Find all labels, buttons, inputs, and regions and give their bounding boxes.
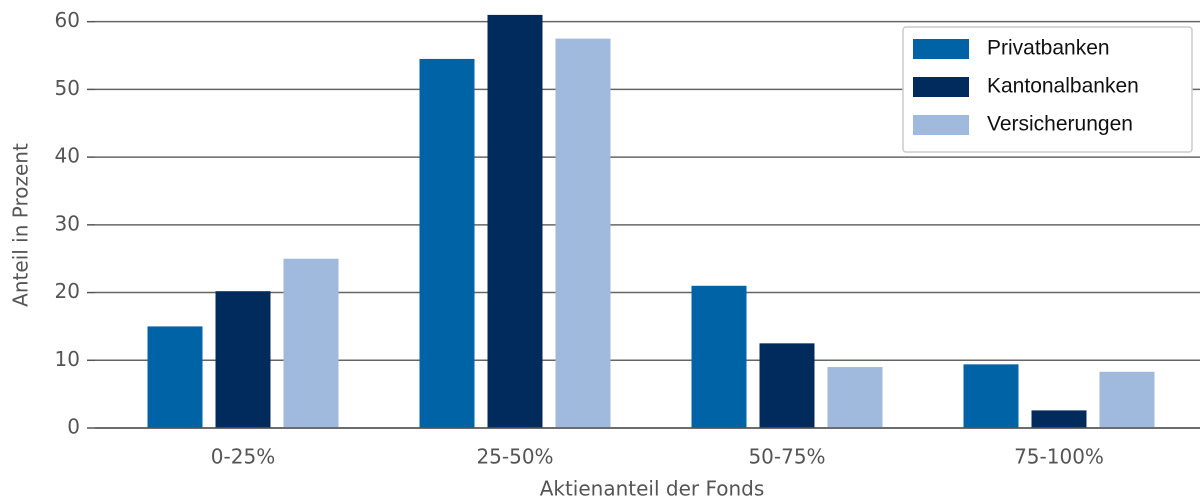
bar bbox=[1031, 410, 1087, 428]
bar bbox=[419, 58, 475, 428]
y-tick-label: 10 bbox=[55, 347, 80, 371]
legend-swatch bbox=[913, 39, 969, 59]
x-axis-label: Aktienanteil der Fonds bbox=[540, 477, 765, 501]
bar bbox=[827, 367, 883, 428]
y-axis-label: Anteil in Prozent bbox=[9, 143, 33, 307]
bar bbox=[283, 258, 339, 428]
bar bbox=[555, 38, 611, 429]
bar bbox=[147, 326, 203, 428]
legend-label: Versicherungen bbox=[987, 113, 1133, 136]
y-tick-label: 20 bbox=[55, 279, 80, 303]
legend-swatch bbox=[913, 115, 969, 135]
bar bbox=[963, 364, 1019, 428]
y-tick-label: 30 bbox=[55, 211, 80, 235]
bar bbox=[1099, 371, 1155, 428]
legend-label: Kantonalbanken bbox=[987, 75, 1139, 98]
legend-label: Privatbanken bbox=[987, 37, 1110, 60]
x-tick-label: 75-100% bbox=[1014, 445, 1104, 469]
y-tick-label: 0 bbox=[67, 415, 80, 439]
bar bbox=[215, 291, 271, 428]
bar bbox=[691, 285, 747, 428]
x-tick-label: 0-25% bbox=[211, 445, 275, 469]
bar bbox=[759, 343, 815, 428]
bar bbox=[487, 14, 543, 428]
y-tick-label: 50 bbox=[55, 76, 80, 100]
y-tick-label: 60 bbox=[55, 8, 80, 32]
x-tick-label: 50-75% bbox=[748, 445, 825, 469]
y-tick-label: 40 bbox=[55, 144, 80, 168]
legend-box bbox=[902, 26, 1193, 153]
x-tick-label: 25-50% bbox=[476, 445, 553, 469]
legend-swatch bbox=[913, 77, 969, 97]
